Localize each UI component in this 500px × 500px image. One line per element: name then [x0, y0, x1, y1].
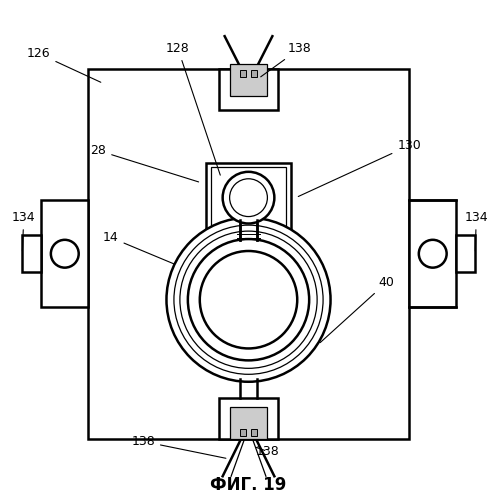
- Bar: [41, 200, 88, 307]
- Bar: [22, 235, 41, 273]
- Circle shape: [51, 240, 78, 268]
- Bar: [230, 406, 267, 439]
- Bar: [206, 163, 291, 240]
- Text: 40: 40: [320, 276, 394, 342]
- Text: 128: 128: [166, 42, 220, 175]
- Bar: [218, 398, 278, 439]
- Bar: [210, 168, 286, 235]
- Bar: [409, 200, 457, 307]
- Bar: [252, 70, 258, 78]
- Text: 126: 126: [27, 47, 101, 82]
- Text: 138: 138: [256, 445, 280, 458]
- Bar: [240, 70, 246, 78]
- Text: 138: 138: [260, 42, 312, 77]
- Text: 130: 130: [298, 139, 421, 196]
- Text: 134: 134: [464, 211, 488, 251]
- Bar: [240, 429, 246, 436]
- Bar: [218, 68, 278, 110]
- Bar: [456, 235, 475, 273]
- Bar: [252, 429, 258, 436]
- Circle shape: [419, 240, 446, 268]
- Circle shape: [230, 179, 268, 216]
- Circle shape: [222, 172, 274, 224]
- Text: 138: 138: [131, 435, 226, 458]
- Circle shape: [200, 251, 297, 348]
- Circle shape: [188, 239, 309, 360]
- Text: 28: 28: [90, 144, 198, 182]
- Text: ФИГ. 19: ФИГ. 19: [210, 476, 286, 494]
- Bar: [88, 68, 409, 439]
- Text: 134: 134: [12, 211, 36, 251]
- Text: 14: 14: [103, 231, 174, 264]
- Circle shape: [166, 218, 330, 382]
- Bar: [230, 64, 267, 96]
